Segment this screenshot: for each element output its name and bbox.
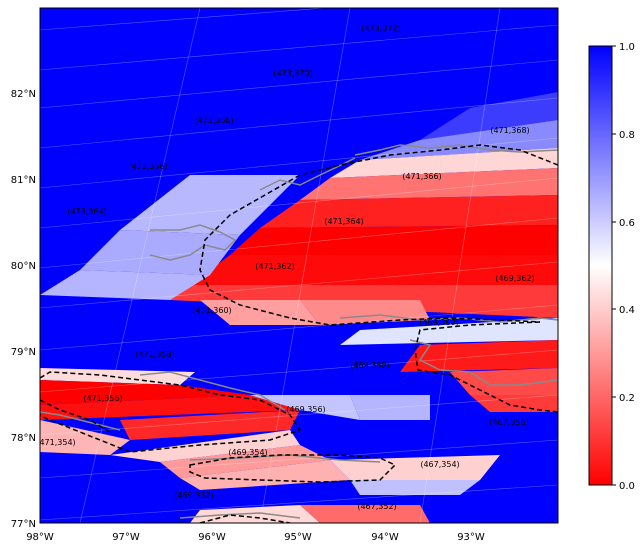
colorbar-ticks xyxy=(612,45,616,486)
cell-label: (467,356) xyxy=(489,418,528,427)
lon-tick-label: 96°W xyxy=(198,532,226,543)
swath-cell xyxy=(40,395,300,420)
lon-tick-label: 97°W xyxy=(112,532,140,543)
swath-cell xyxy=(420,92,558,140)
cell-label: (473,370) xyxy=(273,69,312,78)
lat-tick-label: 80°N xyxy=(11,261,36,272)
cell-label: (469,360) xyxy=(419,318,458,327)
cell-label: (471,368) xyxy=(490,126,529,135)
cell-label: (469,358) xyxy=(350,361,389,370)
colorbar-gradient xyxy=(588,45,613,486)
swath-cell xyxy=(400,340,558,372)
cell-label: (473,364) xyxy=(67,207,106,216)
swath-cell xyxy=(350,395,430,420)
swath-cell xyxy=(350,480,480,495)
colorbar-tick-label: 1.0 xyxy=(619,42,635,53)
colorbar-tick-label: 0.0 xyxy=(619,481,635,492)
cell-label: (469,354) xyxy=(228,448,267,457)
swath-cell xyxy=(190,255,558,285)
swath-cell xyxy=(260,195,558,228)
cell-label: (471,356) xyxy=(83,394,122,403)
swath-cell xyxy=(160,445,330,478)
swath-cell xyxy=(120,175,300,235)
swath-cell xyxy=(40,380,250,405)
swath-cell xyxy=(200,300,320,325)
lat-tick-label: 79°N xyxy=(11,347,36,358)
cell-label: (471,366) xyxy=(402,172,441,181)
swath-cell xyxy=(250,395,360,420)
colorbar-tick-label: 0.2 xyxy=(619,393,635,404)
cell-label: (473,366) xyxy=(128,162,167,171)
lon-tick-label: 98°W xyxy=(26,532,54,543)
colorbar-tick-label: 0.6 xyxy=(619,218,635,229)
lon-tick-label: 93°W xyxy=(457,532,485,543)
swath-cell xyxy=(120,410,300,440)
cell-label: (471,360) xyxy=(192,306,231,315)
lat-tick-labels: 77°N 78°N 79°N 80°N 81°N 82°N xyxy=(11,89,36,530)
swath-cell xyxy=(230,225,558,255)
swath-cell xyxy=(110,430,300,462)
swath-cells xyxy=(40,92,558,523)
cell-label: (469,362) xyxy=(495,274,534,283)
cell-label: (469,352) xyxy=(174,491,213,500)
map-axes: (473,372) (473,370) (473,368) (473,366) (473… xyxy=(36,7,559,524)
swath-cell xyxy=(40,368,195,385)
lon-tick-label: 95°W xyxy=(284,532,312,543)
graticule xyxy=(40,8,558,523)
cell-label: (467,354) xyxy=(420,460,459,469)
swath-cell xyxy=(450,368,558,395)
swath-cell xyxy=(470,395,558,412)
swath-cell xyxy=(40,270,210,300)
lon-tick-label: 94°W xyxy=(371,532,399,543)
lat-tick-label: 77°N xyxy=(11,519,36,530)
swath-cell xyxy=(340,318,558,345)
swath-cell xyxy=(40,420,130,455)
cell-label: (467,352) xyxy=(357,502,396,511)
swath-cell xyxy=(180,460,350,490)
lat-tick-label: 82°N xyxy=(11,89,36,100)
lon-tick-labels: 98°W 97°W 96°W 95°W 94°W 93°W xyxy=(26,532,485,543)
swath-cell xyxy=(300,168,558,200)
colorbar-tick-label: 0.4 xyxy=(619,305,635,316)
cell-label: (473,368) xyxy=(194,116,233,125)
map-frame xyxy=(39,7,559,524)
lat-tick-label: 78°N xyxy=(11,433,36,444)
swath-cell xyxy=(360,120,558,160)
cell-label: (471,358) xyxy=(135,350,174,359)
cell-label: (471,362) xyxy=(255,262,294,271)
swath-cell xyxy=(300,505,430,523)
colorbar-tick-label: 0.8 xyxy=(619,130,635,141)
cell-label: (469,356) xyxy=(286,405,325,414)
swath-cell xyxy=(300,300,430,325)
cell-label: (471,354) xyxy=(36,438,75,447)
region-boundaries xyxy=(40,144,558,523)
lat-tick-label: 81°N xyxy=(11,175,36,186)
cell-labels: (473,372) (473,370) (473,368) (473,366) (473… xyxy=(36,24,535,511)
colorbar: 0.0 0.2 0.4 0.6 0.8 1.0 xyxy=(588,42,635,492)
cell-label: (471,364) xyxy=(324,217,363,226)
cell-label: (473,372) xyxy=(361,24,400,33)
swath-cell xyxy=(80,230,240,275)
